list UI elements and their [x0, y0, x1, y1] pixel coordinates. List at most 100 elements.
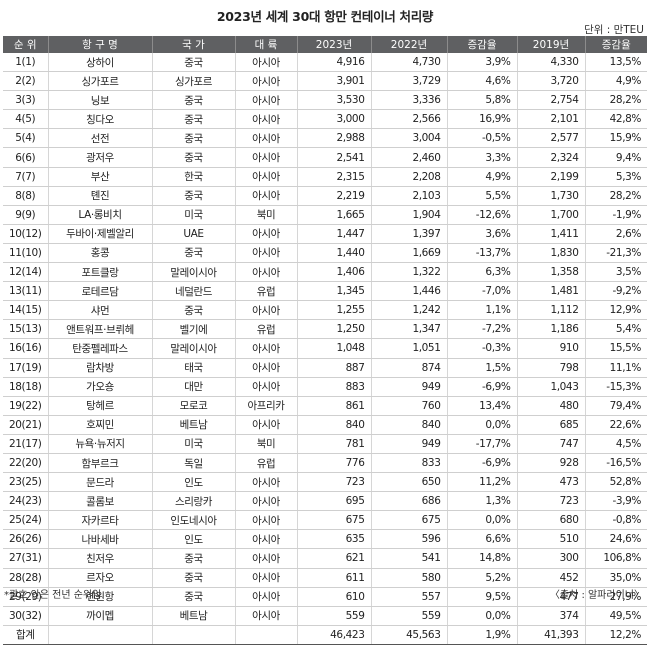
cell-continent: 유럽 [234, 319, 297, 340]
cell-teu-2022: 4,730 [370, 53, 447, 73]
cell-country: 중국 [151, 548, 235, 569]
cell-country: 스리랑카 [151, 491, 235, 512]
cell-teu-2022: 1,397 [370, 224, 447, 244]
cell-continent: 유럽 [234, 281, 297, 302]
cell-growth-yoy: 11,2% [446, 472, 517, 493]
cell-growth-vs-2019: 22,6% [584, 415, 647, 435]
table-row: 5(4) 선전 중국 아시아 2,988 3,004 -0,5% 2,577 15,9% [3, 128, 647, 149]
cell-teu-2019: 300 [516, 548, 585, 569]
cell-country: 중국 [151, 186, 235, 206]
cell-rank: 5(4) [3, 128, 48, 149]
cell-port-name: 문드라 [47, 472, 152, 493]
cell-country: 인도네시아 [151, 510, 235, 531]
cell-teu-2022: 2,460 [370, 147, 447, 168]
table-row: 27(31) 친저우 중국 아시아 621 541 14,8% 300 106,8% [3, 548, 647, 569]
cell-growth-vs-2019: 42,8% [584, 109, 647, 130]
cell-country: 말레이시아 [151, 338, 235, 359]
cell-port-name: 호찌민 [47, 415, 152, 435]
cell-port-name: 가오숑 [47, 377, 152, 397]
column-header-country: 국 가 [151, 36, 235, 53]
cell-country: 중국 [151, 147, 235, 168]
cell-teu-2023: 610 [296, 587, 371, 607]
table-row: 9(9) LA·롱비치 미국 북미 1,665 1,904 -12,6% 1,700 -1,9% [3, 205, 647, 225]
cell-growth-yoy: 13,4% [446, 396, 517, 416]
cell-growth-yoy: 4,9% [446, 167, 517, 187]
column-header-rank: 순 위 [3, 36, 48, 53]
cell-continent: 아시아 [234, 568, 297, 588]
cell-continent: 아시아 [234, 128, 297, 149]
cell-growth-vs-2019: -15,3% [584, 377, 647, 397]
cell-rank: 27(31) [3, 548, 48, 569]
cell-teu-2023: 840 [296, 415, 371, 435]
cell-growth-yoy: -17,7% [446, 434, 517, 454]
cell-growth-vs-2019: 2,6% [584, 224, 647, 244]
cell-continent: 아시아 [234, 548, 297, 569]
cell-teu-2022: 1,347 [370, 319, 447, 340]
cell-growth-vs-2019: -1,9% [584, 205, 647, 225]
cell-growth-yoy: 5,2% [446, 568, 517, 588]
cell-country: 인도 [151, 472, 235, 493]
cell-teu-2022: 3,729 [370, 71, 447, 92]
cell-country: 네덜란드 [151, 281, 235, 302]
cell-continent: 아시아 [234, 71, 297, 92]
cell-rank: 14(15) [3, 300, 48, 321]
cell-growth-yoy: 4,6% [446, 71, 517, 92]
cell-country: 베트남 [151, 606, 235, 626]
cell-growth-vs-2019: 12,9% [584, 300, 647, 321]
cell-growth-yoy: 0,0% [446, 510, 517, 531]
cell-rank: 30(32) [3, 606, 48, 626]
cell-growth-yoy: 1,3% [446, 491, 517, 512]
cell-teu-2019: 1,112 [516, 300, 585, 321]
cell-rank: 29(29) [3, 587, 48, 607]
cell-continent: 아시아 [234, 186, 297, 206]
cell-teu-2023: 4,916 [296, 53, 371, 73]
cell-growth-yoy: 1,5% [446, 358, 517, 378]
cell-growth-yoy: -0,3% [446, 338, 517, 359]
cell-port-name: 까이멥 [47, 606, 152, 626]
cell-port-name: 탄중펠레파스 [47, 338, 152, 359]
cell-growth-vs-2019: 15,9% [584, 128, 647, 149]
cell-rank: 9(9) [3, 205, 48, 225]
total-cell-growth-vs-2019: 12,2% [584, 624, 647, 645]
cell-rank: 4(5) [3, 109, 48, 130]
table-row: 25(24) 자카르타 인도네시아 아시아 675 675 0,0% 680 -0,8% [3, 510, 647, 531]
cell-teu-2023: 675 [296, 510, 371, 531]
total-cell-teu-2019: 41,393 [516, 624, 585, 645]
table-row: 20(21) 호찌민 베트남 아시아 840 840 0,0% 685 22,6% [3, 415, 647, 435]
cell-teu-2019: 1,700 [516, 205, 585, 225]
cell-teu-2023: 1,447 [296, 224, 371, 244]
cell-teu-2019: 2,577 [516, 128, 585, 149]
cell-country: 모로코 [151, 396, 235, 416]
total-cell-country [151, 624, 235, 645]
column-header-teu-2019: 2019년 [516, 36, 585, 53]
table-row: 7(7) 부산 한국 아시아 2,315 2,208 4,9% 2,199 5,3% [3, 167, 647, 187]
column-header-port-name: 항 구 명 [47, 36, 152, 53]
table-row: 10(12) 두바이·제벨알리 UAE 아시아 1,447 1,397 3,6% 1,411 2… [3, 224, 647, 244]
cell-rank: 21(17) [3, 434, 48, 454]
cell-teu-2022: 559 [370, 606, 447, 626]
cell-teu-2022: 675 [370, 510, 447, 531]
cell-growth-vs-2019: 4,5% [584, 434, 647, 454]
cell-growth-vs-2019: 9,4% [584, 147, 647, 168]
table-row: 13(11) 로테르담 네덜란드 유럽 1,345 1,446 -7,0% 1,481 -9,2… [3, 281, 647, 302]
cell-country: 미국 [151, 205, 235, 225]
cell-growth-vs-2019: -0,8% [584, 510, 647, 531]
cell-rank: 7(7) [3, 167, 48, 187]
cell-port-name: 앤트워프·브뤼헤 [47, 319, 152, 340]
cell-continent: 아시아 [234, 53, 297, 73]
cell-rank: 15(13) [3, 319, 48, 340]
cell-teu-2022: 650 [370, 472, 447, 493]
cell-growth-vs-2019: -3,9% [584, 491, 647, 512]
cell-country: 중국 [151, 568, 235, 588]
cell-continent: 아시아 [234, 90, 297, 111]
cell-country: 한국 [151, 167, 235, 187]
total-cell-teu-2023: 46,423 [296, 624, 371, 645]
cell-growth-vs-2019: -9,2% [584, 281, 647, 302]
cell-teu-2019: 1,411 [516, 224, 585, 244]
cell-continent: 아시아 [234, 510, 297, 531]
cell-rank: 17(19) [3, 358, 48, 378]
cell-teu-2019: 4,330 [516, 53, 585, 73]
total-cell-growth-yoy: 1,9% [446, 624, 517, 645]
cell-teu-2023: 3,530 [296, 90, 371, 111]
table-row: 29(29) 롄윈항 중국 아시아 610 557 9,5% 477 27,9% [3, 587, 647, 607]
